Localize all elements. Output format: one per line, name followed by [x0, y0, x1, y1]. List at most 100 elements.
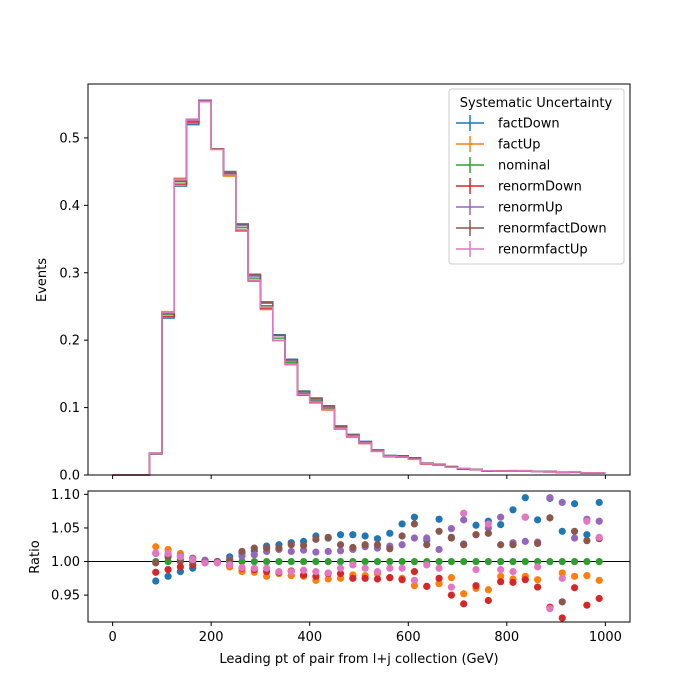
- ratio-point: [299, 566, 308, 574]
- ratio-point: [361, 564, 369, 572]
- ratio-point: [460, 509, 468, 517]
- series-renormfactUp-histogram-overlay: [112, 100, 606, 476]
- ratio-point: [570, 527, 579, 535]
- ratio-point: [349, 561, 357, 569]
- ratio-point: [460, 590, 468, 598]
- ratio-point: [435, 527, 443, 535]
- ratio-point: [583, 531, 591, 539]
- ratio-point: [583, 517, 591, 525]
- x-tick-label: 200: [199, 630, 224, 645]
- ratio-point: [447, 583, 455, 591]
- top-y-tick-label: 0.0: [59, 469, 80, 484]
- ratio-point: [176, 563, 184, 571]
- x-tick-label: 800: [494, 630, 519, 645]
- ratio-point: [152, 559, 160, 567]
- ratio-point: [558, 569, 566, 577]
- ratio-point: [176, 553, 184, 561]
- ratio-point: [484, 586, 492, 594]
- ratio-point: [497, 520, 505, 529]
- ratio-point: [521, 576, 529, 584]
- ratio-point: [287, 541, 295, 549]
- ratio-point: [497, 513, 505, 521]
- ratio-point: [324, 547, 332, 556]
- ratio-point: [447, 525, 455, 533]
- x-axis-label: Leading pt of pair from l+j collection (…: [219, 652, 498, 667]
- bottom-y-tick-label: 1.10: [51, 488, 80, 503]
- ratio-point: [250, 564, 258, 572]
- legend-label: factUp: [498, 138, 541, 153]
- ratio-point: [435, 574, 443, 582]
- bottom-x-axis-ticks: 0 200 400 600 800 1000: [108, 622, 622, 645]
- ratio-point: [299, 541, 308, 550]
- ratio-point: [558, 574, 566, 582]
- ratio-point: [189, 555, 197, 564]
- ratio-point: [484, 529, 492, 537]
- ratio-point: [263, 557, 271, 566]
- ratio-point: [287, 557, 295, 566]
- ratio-point: [546, 494, 554, 502]
- ratio-point: [238, 557, 246, 566]
- ratio-point: [275, 557, 283, 566]
- ratio-point: [447, 557, 455, 566]
- legend-label: nominal: [498, 159, 550, 174]
- ratio-point: [546, 557, 554, 566]
- ratio-point: [386, 529, 394, 537]
- top-histogram-series: [112, 99, 606, 476]
- bottom-panel: 0.95 1.00 1.05 1.10 0 200 400 600 800 1000 Ratio…: [28, 488, 631, 667]
- ratio-point: [447, 591, 455, 599]
- ratio-point: [299, 557, 308, 566]
- ratio-point: [386, 545, 394, 553]
- ratio-point: [509, 578, 517, 586]
- ratio-point: [423, 582, 431, 590]
- ratio-point: [595, 594, 603, 603]
- ratio-point: [361, 557, 369, 566]
- ratio-point: [275, 544, 283, 552]
- ratio-point: [373, 535, 382, 543]
- bottom-y-tick-label: 0.95: [51, 589, 80, 604]
- ratio-point: [336, 547, 345, 555]
- ratio-point: [312, 548, 320, 556]
- ratio-point: [324, 533, 332, 541]
- ratio-point: [484, 596, 492, 605]
- ratio-point: [595, 557, 603, 566]
- bottom-y-axis-ticks: 0.95 1.00 1.05 1.10: [51, 488, 88, 604]
- ratio-point: [472, 531, 480, 539]
- legend-entry-renormUp: renormUp: [456, 199, 563, 216]
- legend-entry-factUp: factUp: [456, 136, 541, 153]
- ratio-point: [410, 557, 419, 566]
- ratio-point: [361, 541, 369, 549]
- ratio-point: [583, 557, 591, 566]
- ratio-point: [373, 575, 382, 583]
- x-tick-label: 600: [396, 630, 421, 645]
- top-y-tick-label: 0.3: [59, 266, 80, 281]
- bottom-axes-frame: [87, 490, 631, 623]
- bottom-y-tick-label: 1.00: [51, 555, 80, 570]
- ratio-point: [534, 563, 542, 571]
- ratio-point: [595, 498, 603, 507]
- ratio-point: [497, 541, 505, 549]
- ratio-point: [472, 582, 480, 590]
- bottom-y-axis-label: Ratio: [28, 540, 43, 573]
- top-y-tick-label: 0.4: [59, 199, 80, 214]
- ratio-point: [373, 541, 382, 549]
- ratio-point: [460, 516, 468, 524]
- ratio-point: [521, 494, 529, 502]
- ratio-point: [497, 572, 505, 580]
- ratio-point: [410, 534, 419, 542]
- x-tick-label: 0: [108, 630, 116, 645]
- ratio-point: [497, 578, 505, 586]
- ratio-point: [238, 563, 246, 572]
- top-y-axis-label: Events: [35, 258, 50, 302]
- ratio-point: [595, 576, 603, 584]
- ratio-point: [164, 549, 172, 558]
- ratio-point: [336, 531, 345, 539]
- legend-entry-renormfactDown: renormfactDown: [456, 220, 607, 237]
- ratio-point: [201, 559, 209, 567]
- legend-label: factDown: [498, 117, 560, 132]
- ratio-point: [410, 582, 419, 590]
- legend-entry-renormDown: renormDown: [456, 178, 582, 195]
- ratio-point: [447, 534, 455, 542]
- ratio-point: [336, 541, 345, 549]
- ratio-point: [583, 601, 591, 609]
- ratio-point: [570, 534, 579, 542]
